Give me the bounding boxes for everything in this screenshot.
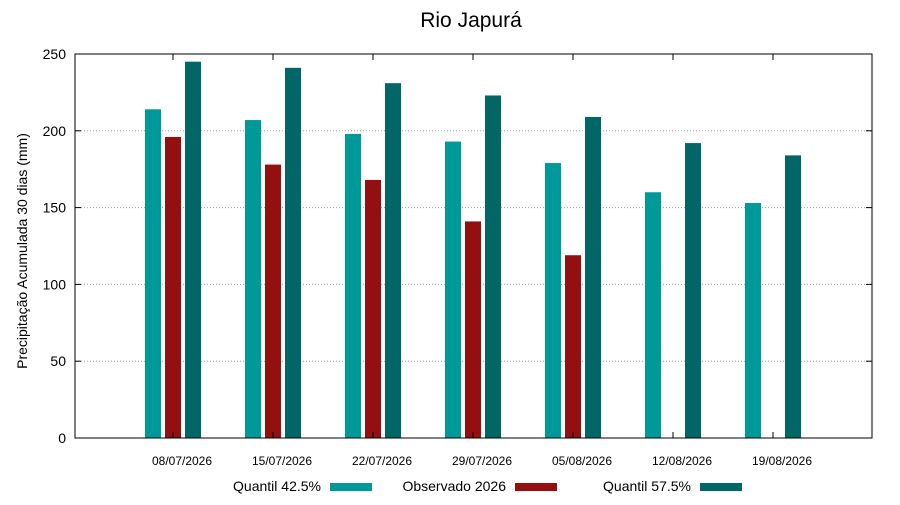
y-tick-label: 200: [43, 123, 67, 139]
bar-quantil-57-5: [685, 143, 701, 438]
y-tick-label: 250: [43, 46, 67, 62]
bar-quantil-57-5: [385, 83, 401, 439]
bar-quantil-42-5: [145, 109, 161, 439]
y-tick-label: 50: [50, 353, 66, 369]
legend-item: Observado 2026: [402, 478, 557, 494]
grid-lines: [75, 130, 872, 362]
x-tick-label: 15/07/2026: [252, 454, 312, 468]
x-tick-label: 29/07/2026: [452, 454, 512, 468]
bar-observado-2026: [465, 221, 481, 438]
y-axis-label: Precipitação Acumulada 30 dias (mm): [14, 133, 30, 369]
bars: [145, 61, 801, 439]
bar-quantil-57-5: [285, 67, 301, 438]
bar-observado-2026: [565, 255, 581, 438]
x-tick-label: 08/07/2026: [152, 454, 212, 468]
bar-quantil-42-5: [745, 202, 761, 438]
x-tick-label: 22/07/2026: [352, 454, 412, 468]
x-tick-label: 19/08/2026: [752, 454, 812, 468]
legend-label: Observado 2026: [402, 478, 506, 494]
legend-label: Quantil 57.5%: [603, 478, 691, 494]
bar-quantil-57-5: [585, 116, 601, 438]
bar-quantil-57-5: [485, 95, 501, 439]
axes: 0 50 100 150 200 250 08/07/2026 15/07/2026 22/07…: [43, 46, 873, 468]
y-tick-label: 0: [58, 430, 66, 446]
bar-observado-2026: [365, 179, 381, 438]
x-tick-label: 12/08/2026: [652, 454, 712, 468]
y-tick-label: 100: [43, 276, 67, 292]
bar-quantil-42-5: [245, 120, 261, 438]
bar-observado-2026: [265, 164, 281, 439]
bar-quantil-42-5: [445, 141, 461, 438]
bar-quantil-57-5: [785, 155, 801, 438]
bar-quantil-42-5: [345, 133, 361, 438]
chart-title: Rio Japurá: [420, 9, 522, 32]
y-tick-label: 150: [43, 200, 67, 216]
bar-quantil-42-5: [545, 163, 561, 438]
legend-label: Quantil 42.5%: [233, 478, 321, 494]
x-tick-label: 05/08/2026: [552, 454, 612, 468]
bar-observado-2026: [165, 136, 181, 438]
legend-item: Quantil 57.5%: [603, 478, 742, 494]
legend: Quantil 42.5% Observado 2026 Quantil 57.5%: [233, 478, 742, 494]
legend-swatch: [515, 483, 557, 491]
legend-item: Quantil 42.5%: [233, 478, 372, 494]
plot-frame: [74, 53, 873, 439]
bar-quantil-57-5: [185, 61, 201, 439]
legend-swatch: [700, 483, 742, 491]
legend-swatch: [330, 483, 372, 491]
bar-quantil-42-5: [645, 192, 661, 438]
